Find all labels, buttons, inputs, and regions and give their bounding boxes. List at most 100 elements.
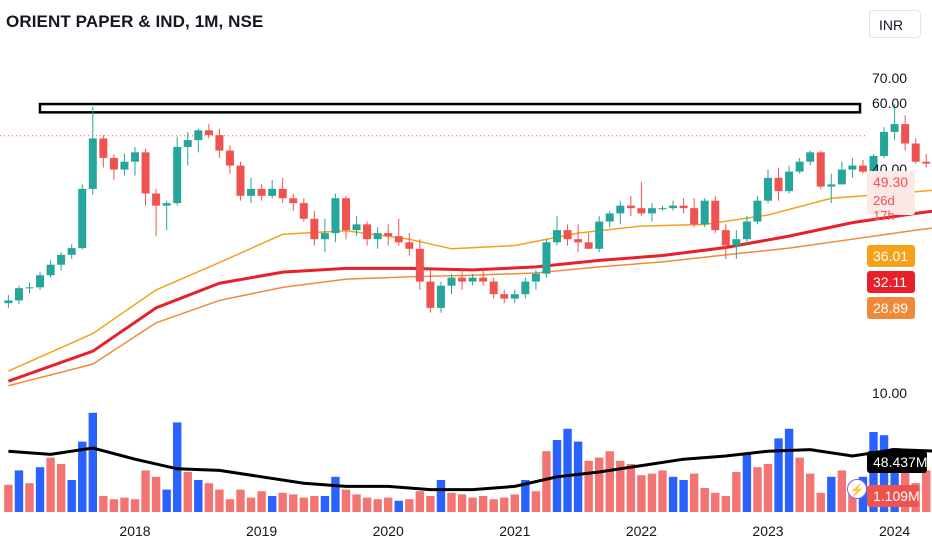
volume-bar bbox=[362, 497, 372, 512]
candle-body bbox=[131, 152, 139, 162]
candle-body bbox=[880, 131, 889, 157]
volume-bar bbox=[426, 496, 435, 512]
candle-body bbox=[25, 287, 34, 289]
ma-line-3 bbox=[8, 227, 932, 387]
volume-bar bbox=[478, 496, 488, 512]
candle-body bbox=[753, 200, 762, 222]
candle-body bbox=[225, 150, 234, 166]
volume-bar bbox=[742, 454, 752, 512]
candle-body bbox=[563, 230, 572, 240]
resistance-box bbox=[38, 102, 862, 114]
volume-bar bbox=[310, 496, 319, 512]
candle-body bbox=[531, 273, 540, 282]
chart-title: ORIENT PAPER & IND, 1M, NSE bbox=[6, 12, 264, 31]
ma-line-2 bbox=[7, 209, 932, 383]
ma-line-1 bbox=[8, 189, 932, 372]
candle-body bbox=[911, 143, 920, 162]
volume-bar bbox=[711, 492, 720, 512]
candle-body bbox=[479, 277, 488, 282]
volume-bar bbox=[236, 489, 245, 512]
candle-body bbox=[342, 198, 350, 231]
volume-bar bbox=[99, 496, 108, 512]
candle-body bbox=[204, 130, 213, 136]
volume-bar bbox=[352, 494, 361, 512]
volume-bar bbox=[816, 492, 825, 512]
candle-body bbox=[268, 188, 277, 196]
volume-bar bbox=[56, 464, 66, 512]
time-tick-label: 2019 bbox=[246, 523, 278, 539]
volume-bar bbox=[183, 472, 192, 512]
volume-bar bbox=[109, 499, 119, 512]
candle-body bbox=[88, 138, 97, 189]
candle-body bbox=[162, 203, 171, 206]
volume-bar bbox=[267, 496, 277, 512]
volume-bar bbox=[341, 489, 351, 512]
candle-body bbox=[183, 140, 192, 147]
candle-body bbox=[447, 277, 456, 286]
volume-ma-badge: 48.437M bbox=[867, 451, 927, 473]
volume-bar bbox=[774, 438, 783, 512]
volume-bar bbox=[141, 470, 150, 512]
volume-bar bbox=[616, 460, 625, 512]
candle-body bbox=[827, 184, 836, 187]
candle-body bbox=[405, 242, 414, 249]
volume-bar bbox=[489, 499, 498, 512]
candle-body bbox=[700, 200, 709, 225]
candle-body bbox=[67, 248, 76, 255]
volume-bar bbox=[879, 435, 889, 512]
volume-bar bbox=[521, 480, 530, 512]
volume-bar bbox=[784, 428, 794, 512]
candle-body bbox=[436, 285, 445, 308]
candle-body bbox=[732, 239, 741, 246]
volume-bar bbox=[151, 476, 161, 512]
volume-bar bbox=[35, 467, 45, 512]
volume-bar bbox=[647, 473, 657, 512]
volume-bar bbox=[468, 497, 477, 512]
price-tick-label: 10.00 bbox=[872, 384, 908, 401]
volume-bar bbox=[4, 484, 13, 512]
candle-body bbox=[4, 300, 13, 304]
candle-body bbox=[595, 221, 604, 249]
volume-bar bbox=[162, 489, 171, 512]
candle-body bbox=[795, 161, 804, 172]
volume-bar bbox=[848, 486, 857, 512]
volume-bar bbox=[436, 480, 446, 512]
volume-bar bbox=[595, 457, 604, 512]
volume-bar bbox=[46, 457, 55, 512]
volume-bar bbox=[299, 497, 308, 512]
candle-body bbox=[605, 213, 614, 222]
ma-fast-badge: 36.01 bbox=[867, 245, 915, 267]
price-tick-label: 70.00 bbox=[872, 70, 908, 87]
candle-body bbox=[331, 198, 340, 234]
volume-bar bbox=[373, 499, 382, 512]
time-tick-label: 2020 bbox=[372, 523, 404, 539]
volume-bar bbox=[658, 470, 667, 512]
volume-bar bbox=[584, 460, 593, 512]
volume-bar bbox=[246, 497, 256, 512]
time-tick-label: 2018 bbox=[119, 523, 151, 539]
volume-bar bbox=[510, 494, 519, 512]
candle-body bbox=[521, 281, 530, 295]
volume-bar bbox=[806, 473, 815, 512]
candle-body bbox=[236, 165, 245, 196]
last-price-value: 49.30 bbox=[873, 174, 909, 190]
candle-body bbox=[500, 294, 509, 299]
price-tick-label: 60.00 bbox=[872, 95, 908, 112]
volume-bar bbox=[827, 476, 836, 512]
volume-bar bbox=[500, 497, 509, 512]
volume-bar bbox=[405, 499, 414, 512]
volume-bar bbox=[689, 473, 699, 512]
candle-body bbox=[816, 152, 825, 187]
volume-bar bbox=[447, 492, 456, 512]
candle-body bbox=[742, 221, 751, 240]
currency-selector[interactable]: INR bbox=[869, 10, 921, 38]
candle-body bbox=[299, 203, 308, 219]
volume-bar bbox=[194, 480, 203, 512]
lightning-icon[interactable]: ⚡ bbox=[847, 479, 867, 499]
candle-body bbox=[721, 230, 730, 246]
volume-bar bbox=[542, 451, 551, 512]
candle-body bbox=[415, 248, 424, 282]
candle-body bbox=[14, 288, 23, 301]
time-tick-label: 2023 bbox=[752, 523, 784, 539]
